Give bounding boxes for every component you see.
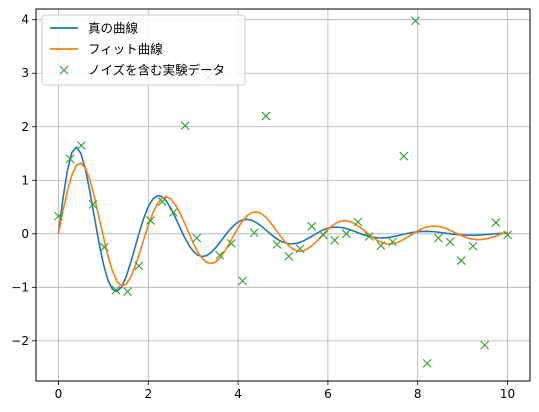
data-point-3 [88, 199, 98, 209]
data-point-12 [192, 233, 202, 243]
x-tick-label: 6 [324, 387, 332, 401]
x-tick-label: 10 [500, 387, 515, 401]
data-point-24 [330, 235, 340, 245]
data-point-32 [422, 358, 432, 368]
data-point-0 [54, 211, 63, 221]
data-point-6 [123, 287, 133, 297]
data-point-34 [445, 237, 455, 247]
data-point-30 [399, 151, 409, 161]
data-point-37 [480, 340, 490, 350]
data-point-9 [157, 197, 167, 207]
legend-box [41, 14, 246, 86]
data-point-18 [261, 111, 271, 121]
series-line-1 [57, 162, 508, 287]
data-point-15 [226, 239, 236, 248]
data-point-16 [238, 276, 247, 286]
data-point-2 [76, 141, 86, 150]
data-point-25 [341, 229, 351, 239]
data-point-4 [99, 242, 109, 252]
data-point-31 [411, 16, 420, 26]
legend-swatch-2 [59, 65, 69, 75]
data-point-26 [353, 217, 363, 227]
data-point-10 [169, 208, 178, 217]
x-tick-label: 2 [144, 387, 152, 401]
ticks: 0 2 4 6 8 10 −2 −1 0 1 2 3 4 [11, 13, 515, 401]
y-tick-label: 3 [21, 66, 29, 80]
x-tick-label: 8 [414, 387, 422, 401]
data-point-36 [468, 241, 478, 251]
legend-label: フィット曲線 [88, 42, 163, 57]
data-point-20 [284, 251, 294, 261]
data-point-33 [433, 233, 443, 243]
data-point-7 [134, 261, 144, 271]
x-tick-label: 0 [55, 387, 63, 401]
legend-label: 真の曲線 [88, 21, 139, 36]
y-tick-label: −1 [11, 280, 29, 294]
data-point-17 [249, 228, 259, 238]
legend-label: ノイズを含む実験データ [88, 63, 225, 78]
data-point-5 [111, 285, 121, 295]
data-point-22 [307, 221, 317, 231]
plot-area [54, 16, 512, 368]
y-tick-label: 2 [21, 120, 29, 134]
data-point-27 [364, 232, 374, 241]
data-point-14 [215, 250, 225, 260]
data-point-23 [319, 230, 328, 240]
data-point-38 [491, 218, 501, 227]
data-point-29 [388, 237, 397, 247]
x-tick-label: 4 [234, 387, 242, 401]
data-point-19 [272, 240, 282, 249]
y-tick-label: 0 [21, 227, 29, 241]
data-point-1 [65, 154, 75, 164]
data-point-28 [376, 241, 386, 250]
series-line-0 [57, 146, 508, 293]
data-point-8 [146, 216, 155, 225]
y-tick-label: 4 [21, 13, 29, 27]
data-point-39 [503, 230, 512, 240]
data-point-21 [295, 244, 305, 254]
data-point-11 [180, 121, 190, 131]
y-tick-label: −2 [11, 334, 29, 348]
axes-frame [35, 8, 531, 382]
data-point-35 [456, 256, 466, 265]
y-tick-label: 1 [21, 173, 29, 187]
